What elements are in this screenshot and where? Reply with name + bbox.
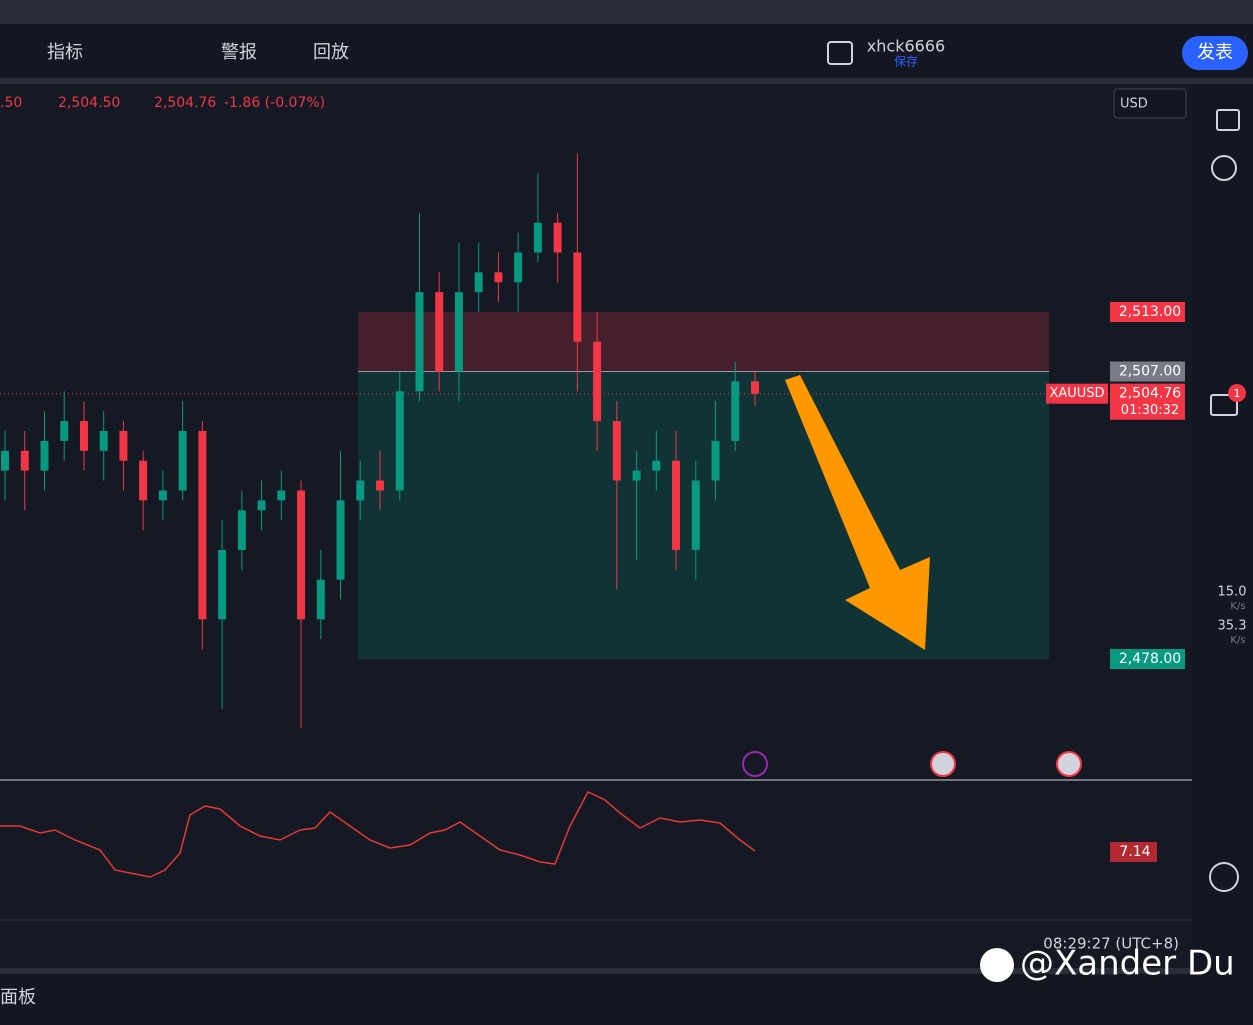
dom-icon[interactable] bbox=[1209, 862, 1239, 892]
candle-body bbox=[514, 252, 523, 283]
candle-body bbox=[454, 292, 463, 372]
alerts-icon[interactable] bbox=[1211, 155, 1237, 181]
price-chart: 2,513.00 2,507.00 2,504.76 2,478.00 XAUUSD 01… bbox=[0, 153, 1185, 729]
price-tag bbox=[1110, 302, 1185, 322]
legend-last: 2,504.76 bbox=[154, 95, 216, 111]
candle-body bbox=[336, 500, 345, 580]
save-status[interactable]: 保存 bbox=[894, 55, 918, 69]
replay-button[interactable]: 回放 bbox=[313, 42, 349, 63]
candle-body bbox=[99, 430, 108, 451]
symbol-tag bbox=[1046, 383, 1108, 404]
candle-body bbox=[652, 460, 661, 471]
candle-body bbox=[297, 490, 306, 620]
facebook-logo bbox=[980, 948, 1014, 982]
sidebar bbox=[1195, 84, 1253, 1021]
event-icon[interactable] bbox=[930, 751, 956, 777]
indicators-button[interactable]: 指标 bbox=[47, 42, 83, 63]
candle-body bbox=[257, 500, 266, 511]
speed-unit: K/s bbox=[1230, 635, 1245, 646]
legend-open: 2,504.50 bbox=[58, 95, 120, 111]
candle-body bbox=[593, 341, 602, 422]
currency[interactable]: USD bbox=[1120, 97, 1148, 112]
panel-tab[interactable]: 面板 bbox=[0, 987, 36, 1008]
candle-body bbox=[158, 490, 167, 501]
speed-down: 35.3 bbox=[1218, 619, 1247, 634]
candle-body bbox=[218, 549, 227, 620]
candle-body bbox=[20, 450, 29, 471]
event-icon[interactable] bbox=[742, 751, 768, 777]
speed-unit: K/s bbox=[1230, 601, 1245, 612]
clock: 08:29:27 (UTC+8) bbox=[1043, 935, 1179, 953]
countdown: 01:30:32 bbox=[1121, 403, 1179, 418]
candle-body bbox=[751, 381, 759, 394]
candle-body bbox=[139, 460, 148, 501]
publish-label[interactable]: 发表 bbox=[1197, 42, 1233, 63]
candle-body bbox=[731, 381, 740, 441]
candle-body bbox=[415, 292, 424, 392]
indicator-tag bbox=[1110, 842, 1157, 862]
indicator-value: 7.14 bbox=[1119, 844, 1150, 860]
price-tag bbox=[1110, 361, 1185, 382]
candle-body bbox=[533, 222, 542, 253]
candle-body bbox=[178, 430, 187, 491]
candle-body bbox=[672, 460, 681, 550]
separator bbox=[0, 968, 1192, 974]
candle-body bbox=[60, 421, 69, 441]
candle-body bbox=[316, 579, 325, 620]
event-icon[interactable] bbox=[1056, 751, 1082, 777]
arrow bbox=[785, 375, 930, 650]
chat-icon[interactable] bbox=[1210, 394, 1238, 416]
candle-body bbox=[632, 470, 641, 481]
candle-body bbox=[277, 490, 286, 501]
candle-body bbox=[198, 430, 207, 620]
candle-body bbox=[494, 272, 503, 283]
price-tag bbox=[1110, 649, 1185, 669]
candle-body bbox=[474, 272, 483, 293]
price-label: 2,478.00 bbox=[1119, 651, 1181, 667]
currency-select[interactable] bbox=[1113, 88, 1187, 119]
candle-body bbox=[612, 421, 621, 481]
candle-body bbox=[356, 480, 365, 501]
candle-body bbox=[395, 391, 404, 491]
candle-body bbox=[237, 510, 246, 550]
watchlist-icon[interactable] bbox=[1216, 109, 1240, 131]
legend-prev: .50 bbox=[0, 95, 22, 111]
candle-body bbox=[573, 252, 582, 342]
price-tag bbox=[1110, 383, 1185, 420]
candle-body bbox=[119, 430, 128, 461]
price-label: 2,504.76 bbox=[1119, 386, 1181, 402]
candle-body bbox=[691, 480, 700, 550]
candle-body bbox=[40, 440, 49, 471]
badge bbox=[1228, 384, 1246, 402]
candle-body bbox=[1, 450, 9, 471]
price-label: 2,507.00 bbox=[1119, 363, 1181, 379]
candle-body bbox=[553, 222, 562, 253]
speed-up: 15.0 bbox=[1218, 585, 1247, 600]
window-bar bbox=[0, 0, 1253, 24]
price-label: 2,513.00 bbox=[1119, 304, 1181, 320]
legend-change: -1.86 (-0.07%) bbox=[224, 95, 325, 111]
stop-zone bbox=[358, 312, 1049, 372]
alert-button[interactable]: 警报 bbox=[221, 42, 257, 63]
separator bbox=[0, 78, 1253, 84]
watermark: @Xander Du bbox=[1020, 944, 1235, 984]
toolbar bbox=[0, 24, 1253, 78]
badge-count: 1 bbox=[1234, 387, 1241, 400]
username[interactable]: xhck6666 bbox=[867, 37, 945, 56]
candle-body bbox=[79, 421, 88, 451]
target-zone bbox=[358, 371, 1049, 659]
symbol: XAUUSD bbox=[1049, 386, 1104, 401]
candle-body bbox=[376, 480, 384, 491]
indicator-line bbox=[0, 791, 756, 878]
layout-icon[interactable] bbox=[827, 41, 853, 65]
publish-button[interactable] bbox=[1182, 36, 1248, 70]
candle-body bbox=[435, 292, 444, 372]
candle-body bbox=[711, 440, 720, 481]
